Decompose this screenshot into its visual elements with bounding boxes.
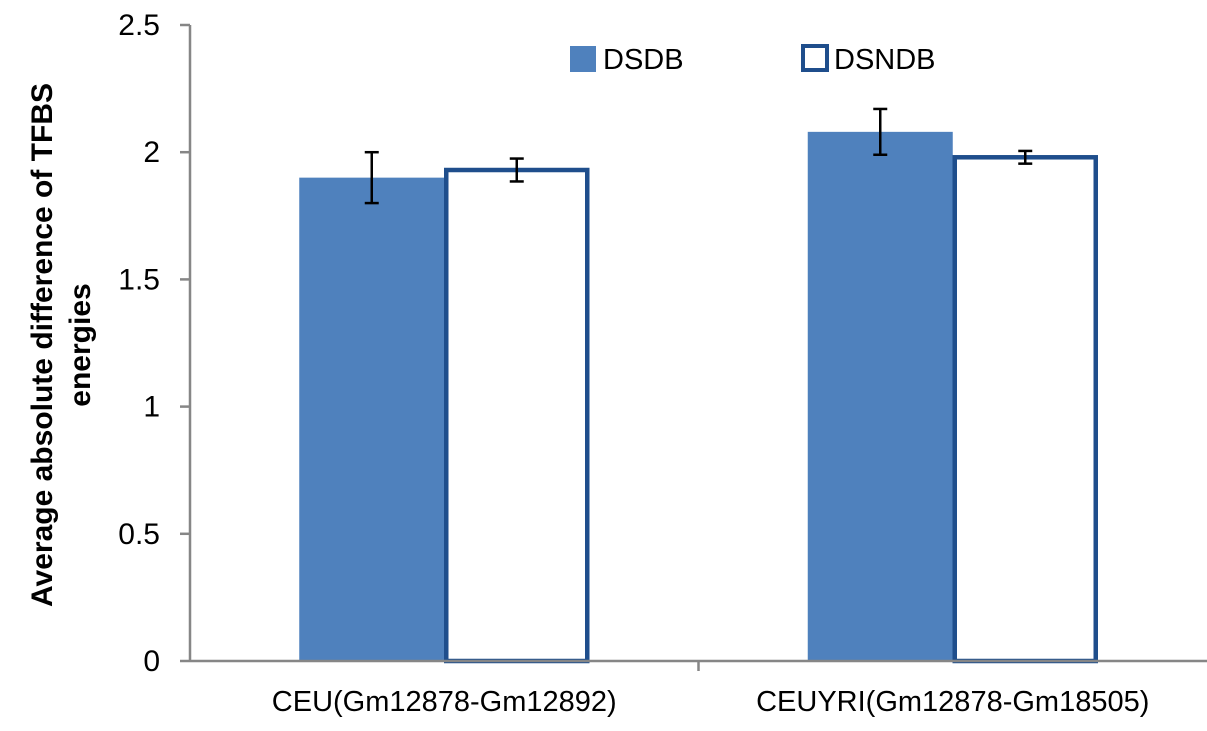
legend-swatch-dsndb xyxy=(801,44,829,72)
y-tick-label: 1 xyxy=(143,391,160,424)
bar-dsdb xyxy=(299,177,445,661)
x-axis-ticks: CEU(Gm12878-Gm12892) CEUYRI(Gm12878-Gm185… xyxy=(272,661,1149,718)
bar-dsndb xyxy=(952,155,1098,664)
legend: DSDB DSNDB xyxy=(570,44,936,76)
legend-label-dsdb: DSDB xyxy=(603,44,684,76)
y-axis-title-line-1: Average absolute difference of TFBS xyxy=(26,83,59,607)
y-tick-label: 2.5 xyxy=(118,9,160,42)
error-bar-dsndb xyxy=(509,157,524,183)
x-tick-label: CEU(Gm12878-Gm12892) xyxy=(272,686,617,718)
error-bar-dsdb xyxy=(873,107,888,156)
x-tick-label: CEUYRI(Gm12878-Gm18505) xyxy=(756,686,1149,718)
error-bars xyxy=(364,107,1033,205)
y-axis-ticks: 0 0.5 1 1.5 2 2.5 xyxy=(118,9,190,678)
bar-dsdb xyxy=(807,131,953,661)
y-tick-label: 0.5 xyxy=(118,518,160,551)
error-bar-dsdb xyxy=(364,150,379,205)
y-axis-title: Average absolute difference of TFBS ener… xyxy=(26,83,97,607)
y-tick-label: 1.5 xyxy=(118,263,160,296)
y-tick-label: 2 xyxy=(143,136,160,169)
legend-swatch-dsdb xyxy=(570,46,596,72)
y-tick-label: 0 xyxy=(143,645,160,678)
bars xyxy=(299,131,1098,664)
legend-label-dsndb: DSNDB xyxy=(834,44,936,76)
y-axis-title-line-2: energies xyxy=(64,283,97,406)
bar-dsndb xyxy=(444,167,590,664)
error-bar-dsndb xyxy=(1018,149,1033,165)
